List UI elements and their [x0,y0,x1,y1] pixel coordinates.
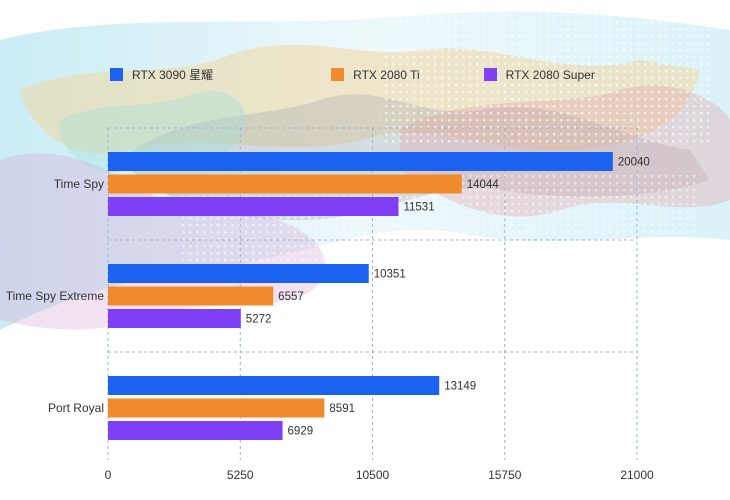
category-label: Time Spy [54,177,104,191]
bar-rtx-2080-ti [108,174,462,194]
bar-rtx-2080-super [108,309,241,328]
x-tick-label: 15750 [488,468,522,482]
data-label: 5272 [246,314,272,326]
legend-label: RTX 2080 Super [505,67,595,82]
data-label: 11531 [403,202,434,214]
data-label: 20040 [618,157,650,169]
chart-legend: RTX 3090 星耀 RTX 2080 Ti RTX 2080 Super [110,66,595,83]
bar-rtx-2080-super [108,197,399,216]
data-label: 6557 [278,291,304,303]
bar-rtx-2080-super [108,421,283,440]
legend-swatch [110,68,123,81]
legend-item-rtx-3090: RTX 3090 星耀 [110,66,213,83]
data-label: 13149 [444,381,476,393]
data-label: 10351 [374,269,406,281]
legend-label: RTX 2080 Ti [353,67,420,82]
x-tick-label: 10500 [356,468,390,482]
x-tick-label: 0 [105,468,112,482]
data-label: 8591 [329,403,355,415]
bar-rtx-3090 [108,264,369,283]
legend-item-rtx-2080-ti: RTX 2080 Ti [331,66,420,83]
data-label: 6929 [288,426,314,438]
legend-swatch [331,68,345,81]
bar-rtx-2080-ti [108,286,274,306]
bar-rtx-3090 [108,376,440,395]
x-tick-label: 5250 [227,468,254,482]
bar-rtx-2080-ti [108,398,325,418]
legend-swatch [483,68,497,81]
data-label: 14044 [467,179,500,191]
legend-item-rtx-2080-super: RTX 2080 Super [483,66,595,83]
category-label: Port Royal [48,401,104,415]
bar-rtx-3090 [108,152,613,171]
legend-label: RTX 3090 星耀 [132,68,214,82]
category-label: Time Spy Extreme [6,289,105,303]
x-tick-label: 21000 [620,468,654,482]
